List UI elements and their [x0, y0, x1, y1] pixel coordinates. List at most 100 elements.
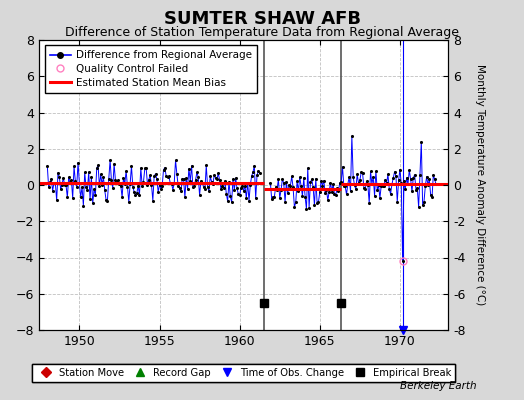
Point: [222, 190, 231, 197]
Point: [250, 162, 258, 169]
Point: [84, 169, 93, 175]
Point: [188, 162, 196, 169]
Point: [310, 202, 319, 209]
Point: [50, 180, 58, 186]
Point: [66, 178, 74, 185]
Point: [312, 175, 320, 182]
Point: [102, 197, 110, 203]
Point: [279, 180, 288, 186]
Point: [273, 186, 281, 193]
Point: [373, 187, 381, 193]
Point: [209, 180, 217, 187]
Point: [432, 181, 440, 188]
Point: [128, 184, 137, 190]
Point: [349, 174, 357, 180]
Point: [98, 182, 106, 188]
Point: [427, 192, 435, 198]
Point: [214, 170, 223, 176]
Point: [181, 194, 189, 200]
Point: [142, 165, 150, 171]
Point: [412, 186, 420, 193]
Point: [106, 157, 114, 164]
Point: [205, 188, 213, 194]
Y-axis label: Monthly Temperature Anomaly Difference (°C): Monthly Temperature Anomaly Difference (…: [475, 64, 485, 306]
Point: [392, 173, 400, 179]
Point: [244, 180, 252, 186]
Point: [308, 176, 316, 182]
Point: [317, 178, 325, 184]
Point: [400, 178, 408, 184]
Point: [67, 177, 75, 183]
Point: [218, 183, 226, 190]
Point: [283, 190, 292, 196]
Point: [217, 186, 225, 192]
Point: [293, 178, 301, 184]
Point: [191, 177, 200, 183]
Point: [195, 192, 204, 198]
Point: [167, 180, 176, 187]
Point: [206, 173, 214, 180]
Point: [101, 187, 109, 194]
Point: [79, 202, 88, 209]
Point: [200, 184, 208, 190]
Point: [294, 188, 303, 194]
Point: [303, 165, 312, 171]
Point: [122, 168, 130, 174]
Point: [137, 165, 145, 171]
Point: [356, 177, 364, 183]
Point: [125, 199, 133, 205]
Point: [334, 187, 343, 194]
Point: [95, 183, 104, 189]
Point: [229, 176, 237, 182]
Point: [70, 163, 78, 170]
Point: [372, 168, 380, 174]
Point: [282, 179, 291, 185]
Point: [346, 188, 355, 195]
Point: [113, 179, 121, 185]
Point: [347, 133, 356, 139]
Point: [376, 195, 384, 201]
Point: [351, 182, 359, 188]
Point: [47, 176, 56, 182]
Point: [332, 191, 340, 198]
Point: [359, 184, 368, 191]
Point: [176, 184, 184, 191]
Point: [183, 185, 192, 192]
Point: [419, 202, 427, 208]
Point: [78, 184, 86, 190]
Point: [43, 163, 51, 169]
Point: [234, 191, 243, 197]
Point: [385, 186, 394, 192]
Point: [48, 188, 57, 194]
Point: [366, 168, 375, 174]
Point: [336, 180, 344, 186]
Point: [378, 183, 387, 190]
Point: [342, 191, 351, 198]
Text: Difference of Station Temperature Data from Regional Average: Difference of Station Temperature Data f…: [65, 26, 459, 39]
Point: [395, 177, 403, 184]
Point: [143, 182, 151, 188]
Point: [94, 162, 102, 168]
Point: [339, 164, 347, 170]
Point: [59, 174, 68, 181]
Point: [270, 194, 279, 200]
Point: [166, 180, 174, 186]
Point: [116, 183, 125, 189]
Point: [232, 175, 240, 181]
Point: [396, 166, 404, 173]
Point: [401, 186, 409, 192]
Point: [278, 176, 287, 182]
Legend: Station Move, Record Gap, Time of Obs. Change, Empirical Break: Station Move, Record Gap, Time of Obs. C…: [32, 364, 455, 382]
Point: [201, 186, 209, 192]
Point: [422, 173, 431, 180]
Point: [344, 181, 352, 187]
Point: [174, 183, 182, 190]
Point: [357, 169, 365, 176]
Point: [103, 198, 112, 204]
Point: [333, 185, 341, 192]
Point: [237, 185, 245, 191]
Point: [60, 182, 69, 189]
Point: [276, 195, 284, 201]
Point: [57, 186, 65, 192]
Point: [213, 176, 221, 182]
